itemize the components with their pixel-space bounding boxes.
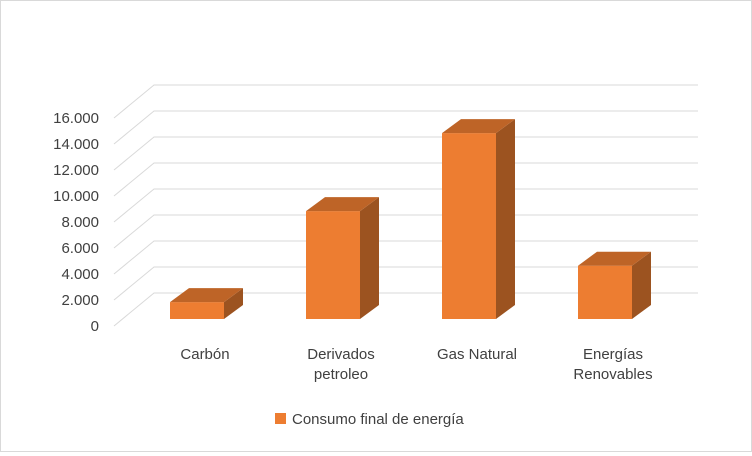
x-category-label: Energías Renovables	[573, 346, 652, 383]
y-tick-label: 2.000	[61, 292, 99, 309]
y-tick-label: 16.000	[53, 110, 99, 127]
y-axis-ticks: 0 2.000 4.000 6.000 8.000 10.000 12.000 14.000 1…	[53, 110, 99, 335]
y-tick-label: 10.000	[53, 188, 99, 205]
gridline	[113, 84, 698, 119]
x-category-label: Gas Natural	[437, 346, 517, 363]
gridline	[113, 240, 698, 275]
y-tick-label: 12.000	[53, 162, 99, 179]
x-category-label: Carbón	[180, 346, 229, 363]
bar-side	[632, 251, 651, 319]
bar-side	[496, 119, 515, 319]
gridline	[113, 136, 698, 171]
legend: Consumo final de energía	[275, 411, 464, 428]
bar-front	[306, 211, 360, 319]
bar-side	[360, 197, 379, 319]
gridline	[113, 162, 698, 197]
gridline	[113, 266, 698, 301]
y-tick-label: 4.000	[61, 266, 99, 283]
x-axis-labels: Carbón Derivados petroleo Gas Natural Energí…	[180, 346, 652, 383]
gridline	[113, 188, 698, 223]
bar-side	[224, 288, 243, 319]
y-tick-label: 0	[91, 318, 99, 335]
bars	[170, 119, 651, 319]
y-tick-label: 8.000	[61, 214, 99, 231]
bar-front	[170, 302, 224, 319]
y-tick-label: 6.000	[61, 240, 99, 257]
legend-swatch	[275, 413, 286, 424]
x-category-label: Derivados petroleo	[307, 346, 375, 383]
gridline	[113, 110, 698, 145]
bar-top	[306, 197, 379, 212]
gridlines	[113, 84, 698, 327]
legend-label: Consumo final de energía	[292, 411, 464, 428]
gridline	[113, 214, 698, 249]
bar-top	[170, 288, 243, 303]
bar-top	[578, 251, 651, 266]
gridline	[113, 292, 698, 327]
bar-front	[578, 265, 632, 319]
bar-top	[442, 119, 515, 134]
y-tick-label: 14.000	[53, 136, 99, 153]
bar-front	[442, 133, 496, 319]
